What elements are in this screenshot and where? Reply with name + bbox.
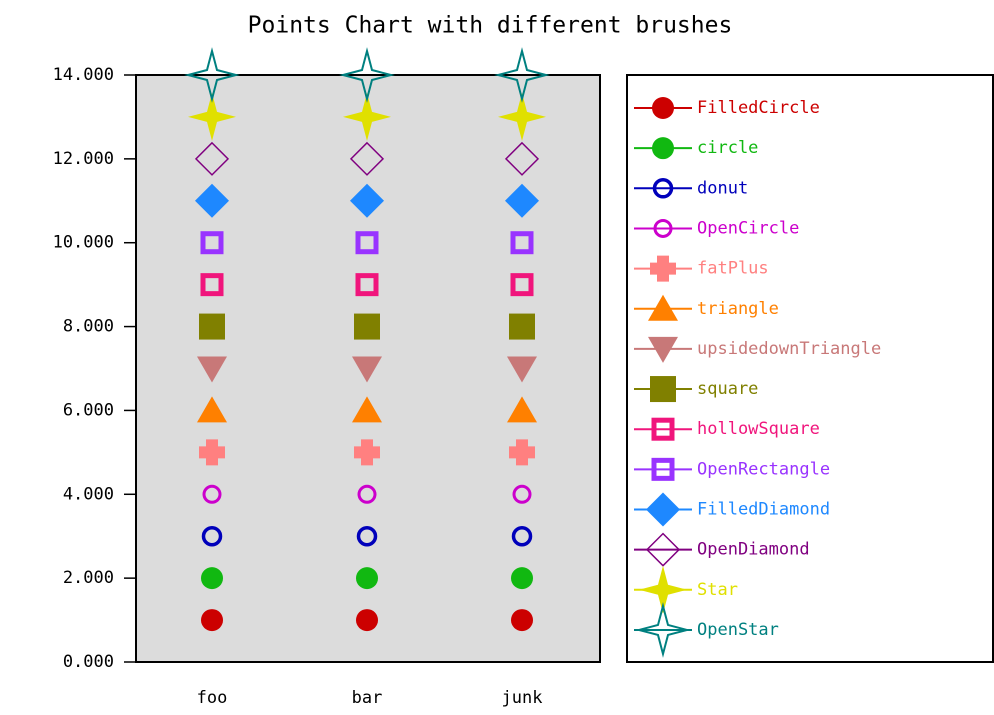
legend-marker [645, 532, 681, 567]
point [350, 183, 384, 218]
point [201, 609, 223, 632]
legend-marker [651, 417, 675, 441]
point [201, 567, 223, 590]
legend-label: triangle [697, 299, 779, 319]
y-tick-label: 12.000 [53, 149, 114, 169]
legend-label: donut [697, 178, 748, 198]
y-tick-label: 0.000 [63, 652, 114, 672]
point [357, 484, 377, 504]
legend-label: FilledCircle [697, 98, 820, 118]
legend-box [626, 74, 994, 663]
point [498, 92, 546, 141]
point [505, 183, 539, 218]
point [356, 609, 378, 632]
legend-marker [646, 492, 680, 527]
x-tick-label: junk [502, 688, 543, 708]
legend-label: fatPlus [697, 259, 769, 279]
legend-marker [650, 376, 676, 403]
x-tick-label: bar [352, 688, 383, 708]
point [354, 439, 380, 466]
legend-label: OpenDiamond [697, 540, 810, 560]
legend-label: OpenStar [697, 620, 779, 640]
point [343, 92, 391, 141]
chart-title: Points Chart with different brushes [248, 13, 733, 39]
point [199, 313, 225, 340]
point [509, 439, 535, 466]
point [199, 439, 225, 466]
point [194, 141, 230, 176]
point [200, 231, 224, 255]
legend-marker [652, 178, 674, 199]
legend-marker [651, 457, 675, 481]
y-tick-label: 4.000 [63, 484, 114, 504]
legend-marker [648, 336, 678, 363]
point [510, 231, 534, 255]
y-tick-label: 6.000 [63, 400, 114, 420]
x-tick-label: foo [197, 688, 228, 708]
point [507, 396, 537, 423]
point [356, 525, 378, 547]
point [197, 396, 227, 423]
point [504, 141, 540, 176]
legend-marker [652, 137, 674, 160]
point [509, 313, 535, 340]
point [188, 92, 236, 141]
point [511, 525, 533, 547]
point [511, 609, 533, 632]
legend-label: hollowSquare [697, 419, 820, 439]
legend-marker [653, 218, 673, 238]
legend-label: upsidedownTriangle [697, 339, 881, 359]
legend-marker [635, 602, 691, 658]
legend-marker [652, 97, 674, 119]
point [349, 141, 385, 176]
point [352, 356, 382, 383]
y-tick-label: 2.000 [63, 568, 114, 588]
point [507, 356, 537, 383]
legend-label: OpenRectangle [697, 459, 830, 479]
y-tick-label: 8.000 [63, 317, 114, 337]
point [197, 356, 227, 383]
point [512, 484, 532, 504]
point [494, 47, 550, 103]
legend-label: square [697, 379, 758, 399]
point [202, 484, 222, 504]
point [352, 396, 382, 423]
point [510, 273, 534, 297]
point [339, 47, 395, 103]
legend-marker [650, 255, 676, 282]
y-tick-label: 10.000 [53, 233, 114, 253]
point [201, 525, 223, 547]
legend-marker [648, 294, 678, 321]
point [356, 567, 378, 590]
legend-label: OpenCircle [697, 218, 799, 238]
point [354, 313, 380, 340]
point [355, 231, 379, 255]
point [511, 567, 533, 590]
legend-label: FilledDiamond [697, 500, 830, 520]
point [355, 273, 379, 297]
point [195, 183, 229, 218]
legend-marker [639, 565, 687, 614]
legend-label: Star [697, 580, 738, 600]
legend-label: circle [697, 138, 758, 158]
point [184, 47, 240, 103]
point [200, 273, 224, 297]
y-tick-label: 14.000 [53, 65, 114, 85]
